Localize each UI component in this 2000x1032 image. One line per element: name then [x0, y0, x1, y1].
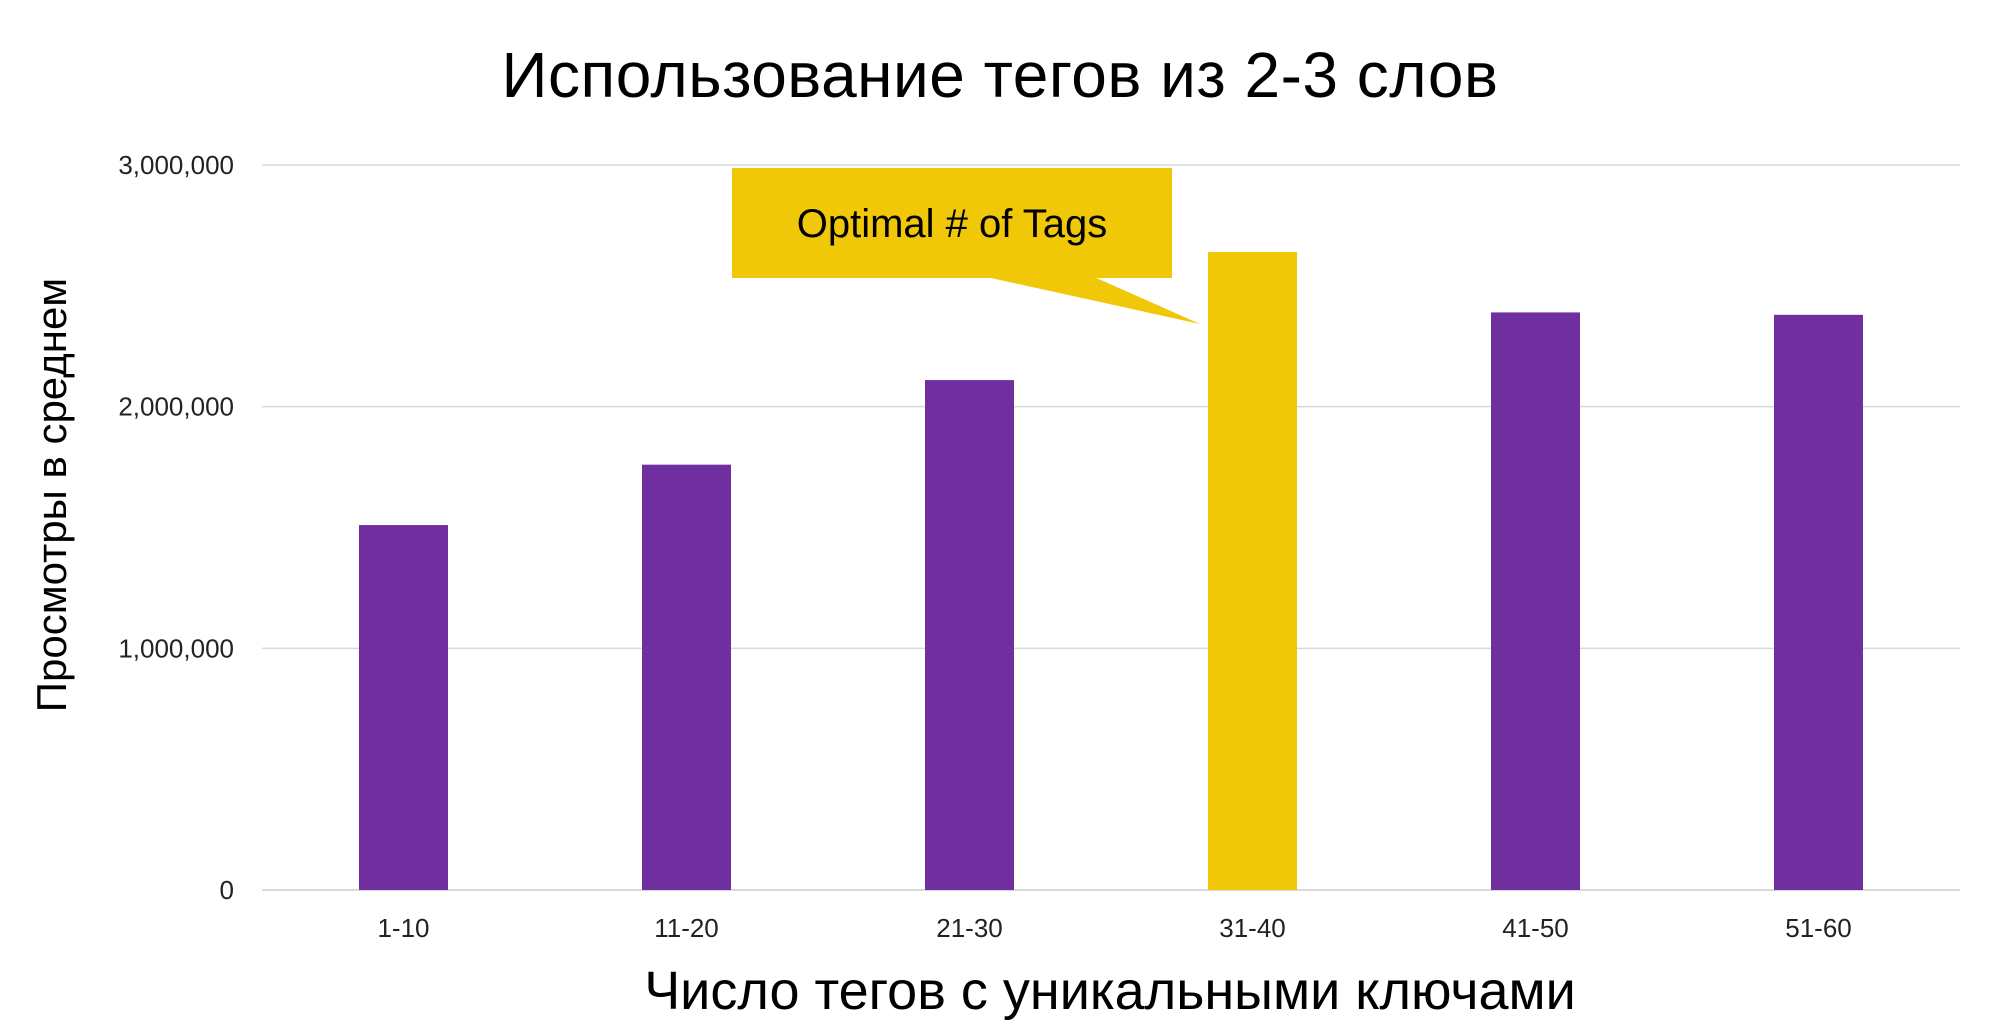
- y-tick-label: 1,000,000: [118, 633, 234, 663]
- y-tick-label: 0: [220, 875, 234, 905]
- chart-title: Использование тегов из 2-3 слов: [501, 39, 1499, 111]
- y-tick-label: 2,000,000: [118, 392, 234, 422]
- annotation-callout-tail: [982, 276, 1200, 324]
- x-tick-label: 21-30: [936, 913, 1003, 943]
- bar: [642, 464, 731, 890]
- bar: [925, 380, 1014, 890]
- x-axis-ticks: 1-10 11-20 21-30 31-40 41-50 51-60: [377, 913, 1851, 943]
- annotation-callout-box: [732, 168, 1172, 278]
- bar: [359, 525, 448, 890]
- x-tick-label: 11-20: [654, 913, 719, 943]
- x-tick-label: 41-50: [1502, 913, 1569, 943]
- annotation-callout: Optimal # of Tags: [732, 168, 1200, 324]
- bar: [1491, 312, 1580, 891]
- x-tick-label: 51-60: [1785, 913, 1852, 943]
- x-tick-label: 1-10: [377, 913, 429, 943]
- bars: [359, 252, 1863, 891]
- bar-highlighted: [1208, 252, 1297, 890]
- x-axis-title: Число тегов с уникальными ключами: [644, 961, 1576, 1021]
- bar: [1774, 314, 1863, 890]
- annotation-text: Optimal # of Tags: [797, 202, 1108, 246]
- y-axis-title: Просмотры в среднем: [28, 277, 75, 713]
- y-tick-label: 3,000,000: [118, 150, 234, 180]
- y-axis-ticks: 0 1,000,000 2,000,000 3,000,000: [118, 150, 234, 905]
- x-tick-label: 31-40: [1219, 913, 1286, 943]
- grid-lines: [262, 164, 1960, 891]
